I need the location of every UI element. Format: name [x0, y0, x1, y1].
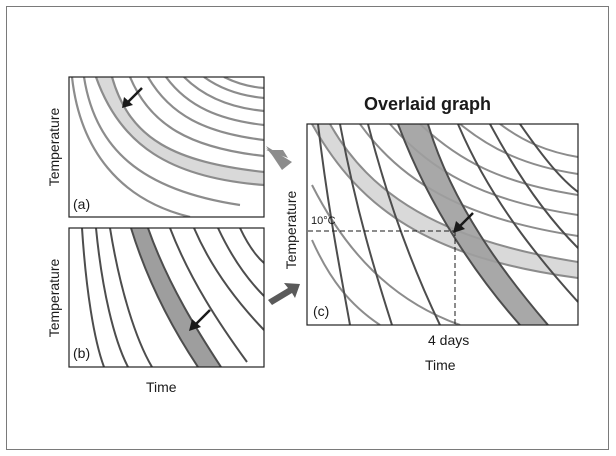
transfer-arrow-b-icon [268, 283, 300, 305]
panel-b-box [68, 227, 265, 368]
panel-a-ylabel: Temperature [46, 107, 62, 187]
panel-a-highlight-band [96, 77, 264, 185]
panel-a-tag: (a) [73, 196, 91, 212]
panel-b [68, 227, 265, 368]
panel-c-pointer-arrow-icon [453, 212, 474, 233]
panel-c-time-marker: 4 days [428, 332, 470, 348]
panel-a-box [68, 76, 265, 218]
panel-c [306, 123, 579, 326]
panel-b-tag: (b) [73, 345, 91, 361]
panel-c-ylabel: Temperature [283, 190, 299, 270]
panel-c-dark-curves [317, 124, 578, 325]
panel-b-curves [81, 228, 264, 367]
panel-b-xlabel: Time [146, 379, 177, 395]
panel-b-pointer-arrow-icon [189, 309, 211, 331]
panel-c-tag: (c) [313, 303, 330, 319]
panel-a-curves [70, 77, 264, 217]
transfer-arrow-a-icon [266, 146, 292, 170]
panel-c-light-curves [311, 124, 578, 325]
panel-c-xlabel: Time [425, 357, 456, 373]
panel-c-box [306, 123, 579, 326]
overlaid-graph-title: Overlaid graph [364, 94, 492, 114]
panel-b-ylabel: Temperature [46, 258, 62, 338]
figure-frame [6, 6, 609, 450]
panel-c-temperature-marker: 10°C [311, 215, 336, 227]
panel-a [68, 76, 265, 218]
panel-a-pointer-arrow-icon [122, 87, 143, 108]
